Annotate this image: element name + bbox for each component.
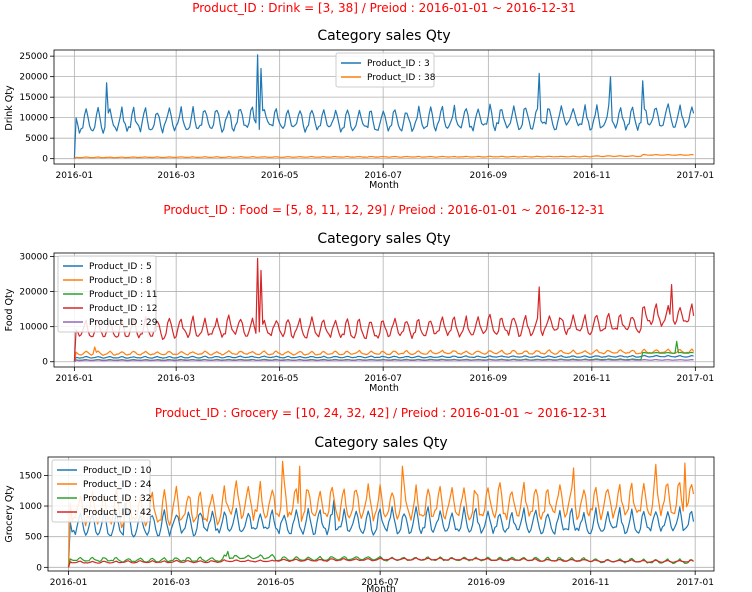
series-line-2 [73, 346, 695, 362]
legend-label: Product_ID : 29 [89, 318, 158, 328]
x-tick-label: 2016-03 [157, 171, 195, 181]
series-line-5 [74, 359, 694, 363]
series-line-3 [67, 550, 694, 568]
legend-label: Product_ID : 10 [83, 466, 152, 476]
x-tick-label: 2016-11 [572, 578, 610, 588]
x-axis-label: Month [366, 584, 396, 592]
y-axis-label: Food Qty [4, 288, 15, 331]
legend-label: Product_ID : 11 [89, 290, 157, 300]
x-tick-label: 2016-09 [467, 578, 505, 588]
legend-label: Product_ID : 3 [367, 59, 430, 69]
y-tick-label: 30000 [19, 253, 48, 263]
series-line-1 [73, 54, 695, 159]
x-tick-label: 2016-01 [56, 171, 94, 181]
x-tick-label: 2016-05 [261, 171, 299, 181]
y-tick-label: 500 [25, 533, 42, 543]
series-line-1 [67, 499, 695, 568]
x-tick-label: 2016-09 [470, 171, 508, 181]
y-axis-label: Grocery Qty [4, 485, 15, 543]
chart-panel-3: Product_ID : Grocery = [10, 24, 32, 42] … [4, 406, 715, 592]
chart-panel-1: Product_ID : Drink = [3, 38] / Preiod : … [4, 1, 715, 191]
x-tick-label: 2016-03 [152, 578, 190, 588]
plot-frame [53, 49, 715, 165]
chart-title: Category sales Qty [314, 435, 447, 451]
y-tick-label: 0 [42, 358, 48, 368]
x-tick-label: 2016-03 [157, 374, 195, 384]
x-tick-label: 2016-01 [50, 578, 88, 588]
y-tick-label: 0 [36, 563, 42, 573]
series-line-1 [73, 354, 694, 362]
x-tick-label: 2016-05 [261, 374, 299, 384]
x-tick-label: 2017-01 [676, 578, 714, 588]
y-tick-label: 25000 [19, 52, 48, 62]
x-tick-label: 2016-11 [573, 374, 611, 384]
chart-suptitle: Product_ID : Drink = [3, 38] / Preiod : … [192, 1, 576, 15]
y-tick-label: 1500 [19, 471, 42, 481]
x-tick-label: 2017-01 [677, 171, 715, 181]
y-tick-label: 10000 [19, 114, 48, 124]
x-tick-label: 2016-11 [573, 171, 611, 181]
legend-box [57, 255, 157, 333]
plot-frame [47, 456, 715, 572]
x-tick-label: 2016-01 [56, 374, 94, 384]
legend-label: Product_ID : 8 [89, 276, 152, 286]
y-tick-label: 20000 [19, 73, 48, 83]
x-tick-label: 2016-07 [361, 578, 399, 588]
x-tick-label: 2017-01 [677, 374, 715, 384]
x-tick-label: 2016-07 [364, 374, 402, 384]
legend-label: Product_ID : 12 [89, 304, 157, 314]
series-line-2 [67, 460, 695, 568]
chart-title: Category sales Qty [317, 231, 450, 247]
chart-panel-2: Product_ID : Food = [5, 8, 11, 12, 29] /… [4, 203, 715, 394]
x-tick-label: 2016-09 [470, 374, 508, 384]
chart-suptitle: Product_ID : Grocery = [10, 24, 32, 42] … [155, 406, 607, 420]
x-axis-label: Month [369, 180, 399, 191]
y-tick-label: 15000 [19, 93, 48, 103]
legend-label: Product_ID : 32 [83, 494, 151, 504]
plot-frame [53, 252, 715, 368]
chart-title: Category sales Qty [317, 28, 450, 44]
x-tick-label: 2016-05 [257, 578, 295, 588]
chart-legend: Product_ID : 5 Product_ID : 8 Product_ID :… [57, 255, 158, 333]
legend-box [51, 459, 151, 523]
y-tick-label: 1000 [19, 502, 42, 512]
y-tick-label: 10000 [19, 323, 48, 333]
series-line-2 [74, 153, 694, 160]
y-axis-label: Drink Qty [4, 85, 15, 131]
legend-label: Product_ID : 42 [83, 508, 151, 518]
y-tick-label: 20000 [19, 288, 48, 298]
legend-box [335, 52, 435, 88]
chart-suptitle: Product_ID : Food = [5, 8, 11, 12, 29] /… [163, 203, 604, 217]
legend-label: Product_ID : 5 [89, 262, 152, 272]
legend-label: Product_ID : 38 [367, 73, 436, 83]
legend-label: Product_ID : 24 [83, 480, 152, 490]
y-tick-label: 0 [42, 155, 48, 165]
y-tick-label: 5000 [25, 134, 48, 144]
x-axis-label: Month [369, 383, 399, 394]
series-line-4 [67, 557, 694, 568]
chart-legend: Product_ID : 3 Product_ID : 38 [335, 52, 436, 88]
x-tick-label: 2016-07 [364, 171, 402, 181]
chart-legend: Product_ID : 10 Product_ID : 24 Product_ID… [51, 459, 152, 523]
series-line-4 [73, 257, 695, 362]
